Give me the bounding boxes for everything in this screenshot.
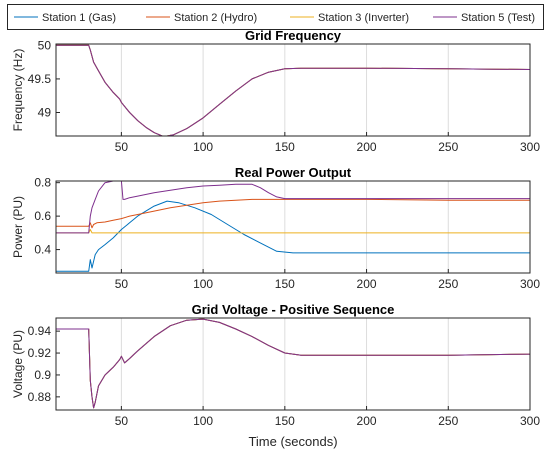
x-tick-label: 300: [520, 277, 540, 291]
subplot-title: Real Power Output: [235, 165, 352, 180]
axes-frame: [55, 317, 531, 411]
series-line-station-5-test: [56, 318, 530, 409]
x-tick-label: 300: [520, 140, 540, 154]
legend-entry-station-1: Station 1 (Gas): [14, 12, 116, 24]
x-tick-label: 100: [193, 414, 213, 428]
plot-area: 50 100 150 200 250 300 0.88 0.9 0.92 0.94: [28, 317, 540, 428]
y-tick-label: 49: [38, 105, 52, 119]
x-tick-label: 200: [357, 277, 377, 291]
plot-background: [56, 44, 530, 136]
x-tick-label: 50: [115, 277, 129, 291]
subplot-real-power-output: Real Power Output Power (PU) 50 100 150 200…: [11, 165, 540, 291]
x-axis-label: Time (seconds): [248, 434, 337, 449]
legend-label-station-5: Station 5 (Test): [461, 12, 535, 24]
y-tick-label: 0.4: [34, 243, 51, 257]
x-tick-label: 250: [438, 140, 458, 154]
x-tick-label: 150: [275, 277, 295, 291]
y-tick-label: 0.88: [28, 390, 52, 404]
y-tick-label: 49.5: [28, 72, 52, 86]
x-tick-label: 150: [275, 414, 295, 428]
x-tick-label: 250: [438, 414, 458, 428]
legend-label-station-2: Station 2 (Hydro): [174, 12, 257, 24]
x-tick-label: 300: [520, 414, 540, 428]
subplot-grid-voltage: Grid Voltage - Positive Sequence Voltage…: [11, 302, 540, 428]
y-tick-label: 0.92: [28, 346, 52, 360]
x-tick-label: 200: [357, 140, 377, 154]
axes-frame: [55, 180, 531, 274]
x-tick-label: 250: [438, 277, 458, 291]
series-line-station-5-test: [56, 181, 530, 234]
x-tick-label: 100: [193, 277, 213, 291]
y-tick-label: 0.6: [34, 209, 51, 223]
axes-frame: [55, 43, 531, 137]
x-tick-label: 50: [115, 414, 129, 428]
y-tick-label: 50: [38, 38, 52, 52]
plot-background: [56, 181, 530, 273]
legend-label-station-1: Station 1 (Gas): [42, 12, 116, 24]
legend-label-station-3: Station 3 (Inverter): [318, 12, 409, 24]
plot-background: [56, 318, 530, 410]
subplot-title: Grid Frequency: [245, 28, 342, 43]
y-axis-label: Voltage (PU): [11, 330, 25, 398]
y-axis-label: Frequency (Hz): [11, 49, 25, 132]
plot-area: 50 100 150 200 250 300 49 49.5 50: [28, 38, 541, 154]
plot-area: 50 100 150 200 250 300 0.4 0.6 0.8: [34, 176, 540, 291]
series-line-station-1-gas: [56, 200, 530, 272]
legend-entry-station-3: Station 3 (Inverter): [290, 12, 409, 24]
x-tick-label: 150: [275, 140, 295, 154]
legend: Station 1 (Gas) Station 2 (Hydro) Statio…: [7, 4, 544, 30]
y-axis-label: Power (PU): [11, 196, 25, 258]
x-tick-label: 200: [357, 414, 377, 428]
legend-entry-station-5: Station 5 (Test): [433, 12, 535, 24]
subplot-grid-frequency: Grid Frequency Frequency (Hz) 50 100 150 20…: [11, 28, 540, 154]
series-line-station-5-test: [56, 44, 530, 136]
y-tick-label: 0.8: [34, 176, 51, 190]
x-tick-label: 100: [193, 140, 213, 154]
y-tick-label: 0.9: [34, 368, 51, 382]
legend-entry-station-2: Station 2 (Hydro): [146, 12, 257, 24]
series-line-station-2-hydro: [56, 198, 530, 229]
x-tick-label: 50: [115, 140, 129, 154]
y-tick-label: 0.94: [28, 324, 52, 338]
subplot-title: Grid Voltage - Positive Sequence: [192, 302, 395, 317]
